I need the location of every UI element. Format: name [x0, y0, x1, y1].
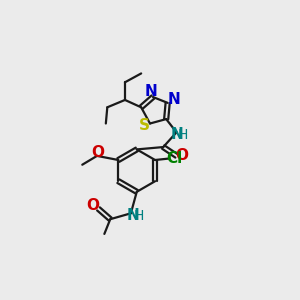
- Text: N: N: [168, 92, 181, 107]
- Text: H: H: [178, 128, 188, 142]
- Text: H: H: [134, 209, 144, 223]
- Text: Cl: Cl: [166, 151, 182, 166]
- Text: N: N: [144, 84, 157, 99]
- Text: O: O: [175, 148, 188, 163]
- Text: N: N: [171, 127, 184, 142]
- Text: N: N: [127, 208, 140, 223]
- Text: S: S: [139, 118, 150, 134]
- Text: O: O: [87, 198, 100, 213]
- Text: O: O: [92, 145, 104, 160]
